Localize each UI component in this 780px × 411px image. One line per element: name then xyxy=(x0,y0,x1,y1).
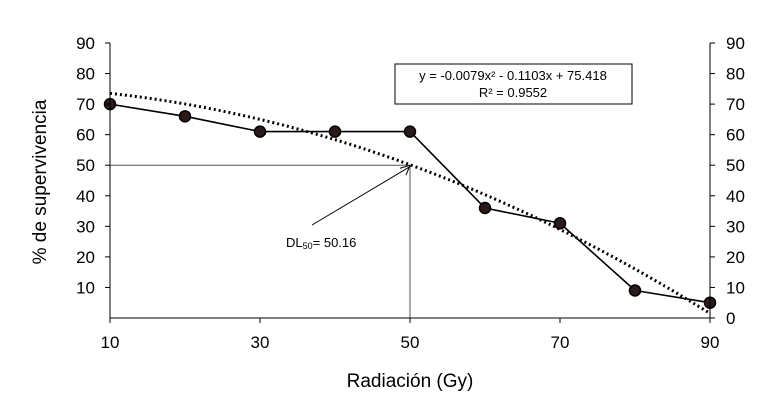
data-point xyxy=(403,125,417,138)
y-tick-label-left: 80 xyxy=(76,65,95,84)
y-tick-label-left: 40 xyxy=(76,187,95,206)
data-point xyxy=(328,125,342,138)
x-tick-label: 70 xyxy=(551,333,570,352)
y-tick-label-right: 70 xyxy=(726,95,745,114)
y-tick-label-right: 0 xyxy=(726,309,735,328)
y-tick-label-right: 20 xyxy=(726,248,745,267)
x-tick-label: 10 xyxy=(101,333,120,352)
plot-area xyxy=(103,91,717,318)
dl50-label-sub: 50 xyxy=(303,241,313,251)
y-axis-title: % de supervivencia xyxy=(30,99,51,264)
y-tick-label-left: 20 xyxy=(76,248,95,267)
data-point xyxy=(478,201,492,215)
y-tick-label-right: 10 xyxy=(726,278,745,297)
equation-box: y = -0.0079x² - 0.1103x + 75.418 R² = 0.… xyxy=(394,63,633,105)
dl50-annotation: DL50= 50.16 xyxy=(286,235,356,251)
x-tick-label: 90 xyxy=(701,333,720,352)
y-tick-label-left: 90 xyxy=(76,34,95,53)
y-tick-label-right: 40 xyxy=(726,187,745,206)
data-point xyxy=(253,125,267,138)
y-tick-label-right: 80 xyxy=(726,65,745,84)
tick-labels: 10 20 30 40 50 60 70 80 90 0 10 20 30 40 50 60 70 80 90 10 3… xyxy=(76,34,745,352)
y-tick-label-right: 90 xyxy=(726,34,745,53)
trendline-equation: y = -0.0079x² - 0.1103x + 75.418 xyxy=(419,68,607,83)
dl50-label-main: DL xyxy=(286,235,303,250)
dl50-label-value: = 50.16 xyxy=(313,235,357,250)
y-tick-label-left: 10 xyxy=(76,278,95,297)
trendline-r2: R² = 0.9552 xyxy=(479,85,547,100)
data-point xyxy=(628,284,642,297)
dl50-arrow-head xyxy=(399,164,411,176)
y-tick-label-left: 50 xyxy=(76,156,95,175)
x-axis-title: Radiación (Gy) xyxy=(347,371,474,392)
axes xyxy=(105,42,715,323)
y-tick-label-right: 50 xyxy=(726,156,745,175)
y-tick-label-left: 70 xyxy=(76,95,95,114)
dl50-arrow-line xyxy=(311,166,410,226)
trendline xyxy=(109,91,711,315)
y-tick-label-right: 30 xyxy=(726,217,745,236)
data-point xyxy=(553,217,567,230)
data-point xyxy=(178,110,192,123)
y-tick-label-left: 30 xyxy=(76,217,95,236)
x-tick-label: 30 xyxy=(251,333,270,352)
y-tick-label-right: 60 xyxy=(726,126,745,145)
x-tick-label: 50 xyxy=(401,333,420,352)
y-tick-label-left: 60 xyxy=(76,126,95,145)
